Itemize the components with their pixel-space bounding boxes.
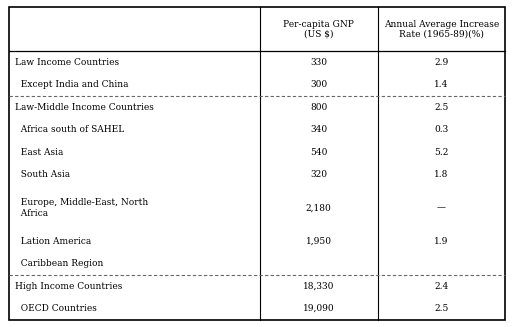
Text: 540: 540: [310, 147, 327, 157]
Text: 1.9: 1.9: [434, 237, 448, 246]
Text: 800: 800: [310, 103, 327, 112]
Text: 5.2: 5.2: [434, 147, 448, 157]
Text: 300: 300: [310, 80, 327, 89]
Text: —: —: [437, 203, 446, 213]
Text: Annual Average Increase
Rate (1965-89)(%): Annual Average Increase Rate (1965-89)(%…: [383, 20, 499, 39]
Text: 0.3: 0.3: [434, 125, 448, 134]
Text: Lation America: Lation America: [15, 237, 91, 246]
Text: 2.9: 2.9: [434, 58, 448, 67]
Text: Caribbean Region: Caribbean Region: [15, 259, 104, 268]
Text: Europe, Middle-East, North
  Africa: Europe, Middle-East, North Africa: [15, 198, 149, 218]
Text: 1,950: 1,950: [306, 237, 332, 246]
Text: OECD Countries: OECD Countries: [15, 304, 97, 313]
Text: 330: 330: [310, 58, 327, 67]
Text: High Income Countries: High Income Countries: [15, 282, 123, 291]
Text: 1.8: 1.8: [434, 170, 448, 179]
Text: Law-Middle Income Countries: Law-Middle Income Countries: [15, 103, 154, 112]
Text: Except India and China: Except India and China: [15, 80, 129, 89]
Text: Law Income Countries: Law Income Countries: [15, 58, 120, 67]
Text: East Asia: East Asia: [15, 147, 64, 157]
Text: 19,090: 19,090: [303, 304, 335, 313]
Text: Africa south of SAHEL: Africa south of SAHEL: [15, 125, 125, 134]
Text: 2.5: 2.5: [434, 103, 448, 112]
Text: Per-capita GNP
(US $): Per-capita GNP (US $): [283, 20, 354, 39]
Text: 18,330: 18,330: [303, 282, 335, 291]
Text: 340: 340: [310, 125, 327, 134]
Text: 2.4: 2.4: [434, 282, 448, 291]
Text: 1.4: 1.4: [434, 80, 448, 89]
Text: South Asia: South Asia: [15, 170, 70, 179]
Text: 320: 320: [310, 170, 327, 179]
Text: 2.5: 2.5: [434, 304, 448, 313]
Text: 2,180: 2,180: [306, 203, 332, 213]
